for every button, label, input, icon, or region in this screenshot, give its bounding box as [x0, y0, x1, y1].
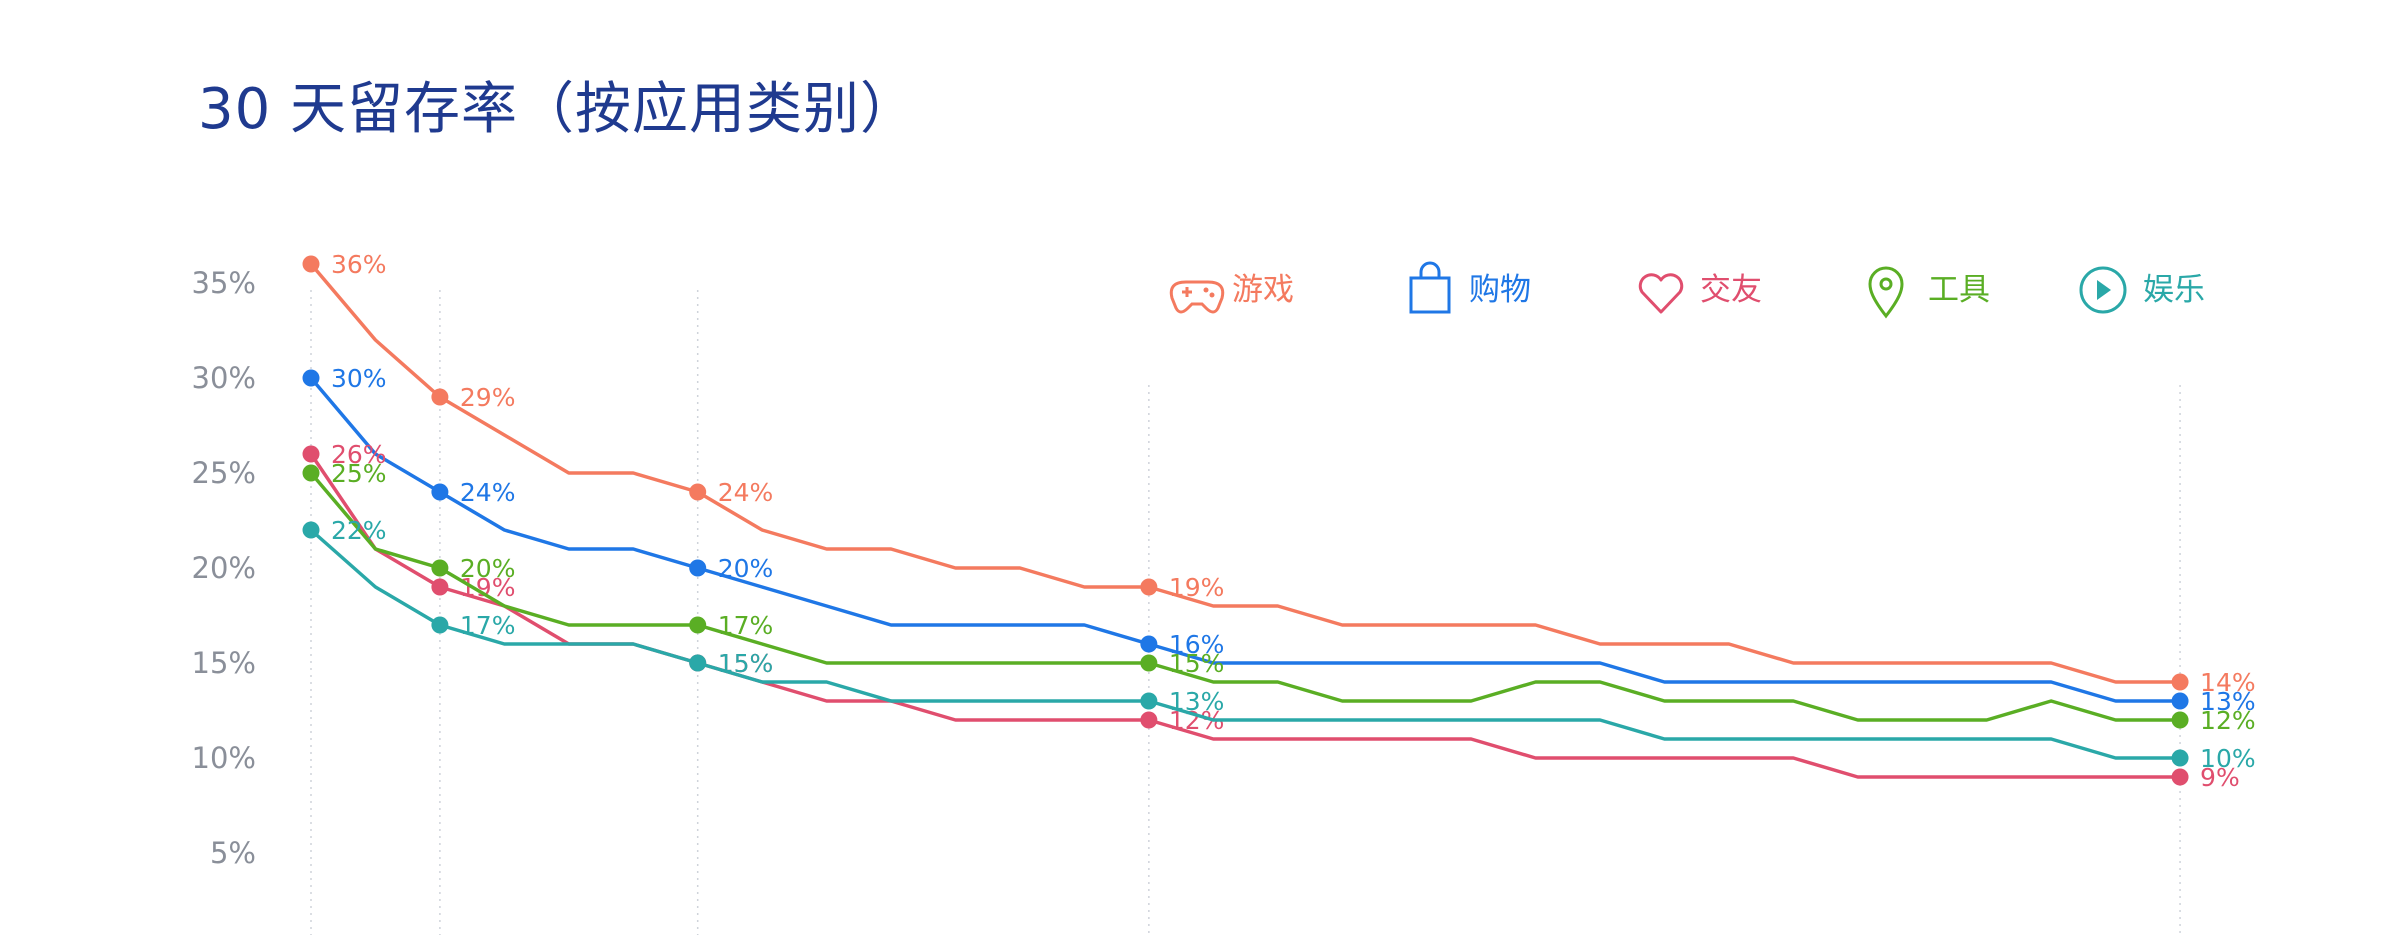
data-point [431, 616, 449, 634]
series-line-0 [309, 262, 2182, 684]
location-pin-icon [1868, 266, 1904, 319]
legend-item: 工具 [1868, 266, 1990, 319]
data-label: 24% [718, 478, 774, 507]
data-label: 20% [460, 554, 516, 583]
data-point [2171, 692, 2189, 710]
data-point [689, 483, 707, 501]
data-point [689, 616, 707, 634]
data-point [302, 369, 320, 387]
data-label: 26% [331, 440, 387, 469]
data-point [2171, 749, 2189, 767]
legend-item: 娱乐 [2079, 266, 2205, 314]
gamepad-icon [1169, 280, 1225, 314]
data-point [2171, 711, 2189, 729]
data-point [1140, 635, 1158, 653]
data-point [431, 559, 449, 577]
chart-title: 30 天留存率（按应用类别） [198, 77, 918, 142]
data-label: 25% [331, 459, 387, 488]
data-point [689, 559, 707, 577]
legend-label: 娱乐 [2143, 272, 2205, 308]
legend-item: 购物 [1409, 261, 1531, 314]
data-point [302, 255, 320, 273]
data-label: 22% [331, 516, 387, 545]
y-tick-label: 10% [192, 741, 256, 775]
data-point [431, 483, 449, 501]
data-label: 9% [2200, 763, 2240, 792]
series-line-2 [309, 452, 2182, 779]
data-point [689, 654, 707, 672]
series-line-1 [309, 376, 2182, 703]
data-point [1140, 711, 1158, 729]
data-point [431, 388, 449, 406]
y-tick-label: 25% [192, 456, 256, 490]
y-tick-label: 30% [192, 361, 256, 395]
data-label: 13% [2200, 687, 2256, 716]
data-label: 19% [1169, 573, 1225, 602]
legend-label: 游戏 [1232, 272, 1294, 308]
legend-item: 交友 [1638, 272, 1762, 314]
data-point [431, 578, 449, 596]
legend-item: 游戏 [1169, 272, 1294, 314]
data-point [302, 521, 320, 539]
shopping-bag-icon [1409, 261, 1451, 314]
data-label: 17% [718, 611, 774, 640]
data-point [2171, 768, 2189, 786]
series-line-4 [309, 528, 2182, 760]
y-tick-label: 35% [192, 266, 256, 300]
data-label: 36% [331, 250, 387, 279]
data-point [2171, 673, 2189, 691]
data-label: 30% [331, 364, 387, 393]
play-circle-icon [2079, 266, 2127, 314]
data-label: 15% [718, 649, 774, 678]
data-point [302, 464, 320, 482]
data-label: 13% [1169, 687, 1225, 716]
y-tick-label: 15% [192, 646, 256, 680]
data-label: 24% [460, 478, 516, 507]
data-label: 15% [1169, 649, 1225, 678]
data-label: 16% [1169, 630, 1225, 659]
data-label: 14% [2200, 668, 2256, 697]
data-point [1140, 578, 1158, 596]
data-label: 10% [2200, 744, 2256, 773]
data-label: 12% [2200, 706, 2256, 735]
series-line-3 [309, 471, 2182, 722]
legend-label: 购物 [1469, 272, 1531, 308]
data-label: 29% [460, 383, 516, 412]
data-point [1140, 654, 1158, 672]
data-point [302, 445, 320, 463]
legend-label: 交友 [1700, 272, 1762, 308]
y-tick-label: 20% [192, 551, 256, 585]
y-tick-label: 5% [210, 836, 256, 870]
data-point [1140, 692, 1158, 710]
heart-icon [1638, 273, 1684, 314]
legend-label: 工具 [1928, 272, 1990, 308]
data-label: 20% [718, 554, 774, 583]
data-label: 17% [460, 611, 516, 640]
